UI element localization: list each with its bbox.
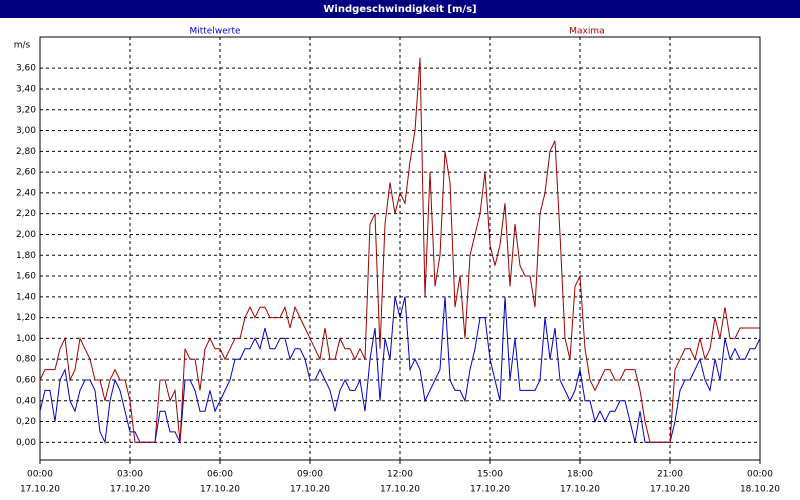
x-tick-label: 00:00 bbox=[27, 470, 53, 480]
x-tick-date: 17.10.20 bbox=[380, 485, 420, 495]
x-tick-label: 03:00 bbox=[117, 470, 143, 480]
data-line bbox=[39, 296, 761, 445]
x-tick-date: 17.10.20 bbox=[290, 485, 330, 495]
legend-label: Mittelwerte bbox=[189, 27, 240, 37]
x-tick-date: 17.10.20 bbox=[470, 485, 510, 495]
y-tick-label: 1,60 bbox=[16, 272, 36, 282]
x-tick-date: 17.10.20 bbox=[20, 485, 60, 495]
y-tick-label: 0,80 bbox=[16, 355, 36, 365]
x-tick-label: 12:00 bbox=[387, 470, 413, 480]
x-tick-date: 17.10.20 bbox=[650, 485, 690, 495]
x-tick-date: 17.10.20 bbox=[200, 485, 240, 495]
y-tick-label: 3,40 bbox=[16, 84, 36, 94]
legend-label: Maxima bbox=[569, 27, 604, 37]
y-tick-label: 3,20 bbox=[16, 105, 36, 115]
y-tick-label: 2,00 bbox=[16, 230, 36, 240]
x-tick-date: 18.10.20 bbox=[740, 485, 780, 495]
y-tick-label: 3,60 bbox=[16, 64, 36, 74]
y-tick-label: 0,60 bbox=[16, 375, 36, 385]
x-tick-label: 18:00 bbox=[567, 470, 593, 480]
y-tick-label: 3,00 bbox=[16, 126, 36, 136]
y-tick-label: 1,20 bbox=[16, 313, 36, 323]
chart-title: Windgeschwindigkeit [m/s] bbox=[323, 4, 476, 15]
y-tick-label: 2,40 bbox=[16, 188, 36, 198]
title-bar bbox=[0, 0, 800, 18]
x-tick-label: 06:00 bbox=[207, 470, 233, 480]
y-tick-label: 2,20 bbox=[16, 209, 36, 219]
x-tick-date: 17.10.20 bbox=[110, 485, 150, 495]
y-tick-label: 2,60 bbox=[16, 168, 36, 178]
data-line bbox=[39, 57, 760, 443]
x-tick-label: 09:00 bbox=[297, 470, 323, 480]
y-tick-label: 1,00 bbox=[16, 334, 36, 344]
x-tick-date: 17.10.20 bbox=[560, 485, 600, 495]
y-tick-label: 1,80 bbox=[16, 251, 36, 261]
y-tick-label: 2,80 bbox=[16, 147, 36, 157]
plot-frame bbox=[39, 36, 761, 461]
y-unit: m/s bbox=[14, 41, 31, 51]
x-tick-label: 00:00 bbox=[747, 470, 773, 480]
y-tick-label: 1,40 bbox=[16, 292, 36, 302]
x-tick-label: 15:00 bbox=[477, 470, 503, 480]
x-tick-label: 21:00 bbox=[657, 470, 683, 480]
y-tick-label: 0,20 bbox=[16, 417, 36, 427]
y-tick-label: 0,40 bbox=[16, 396, 36, 406]
y-tick-label: 0,00 bbox=[16, 438, 36, 448]
